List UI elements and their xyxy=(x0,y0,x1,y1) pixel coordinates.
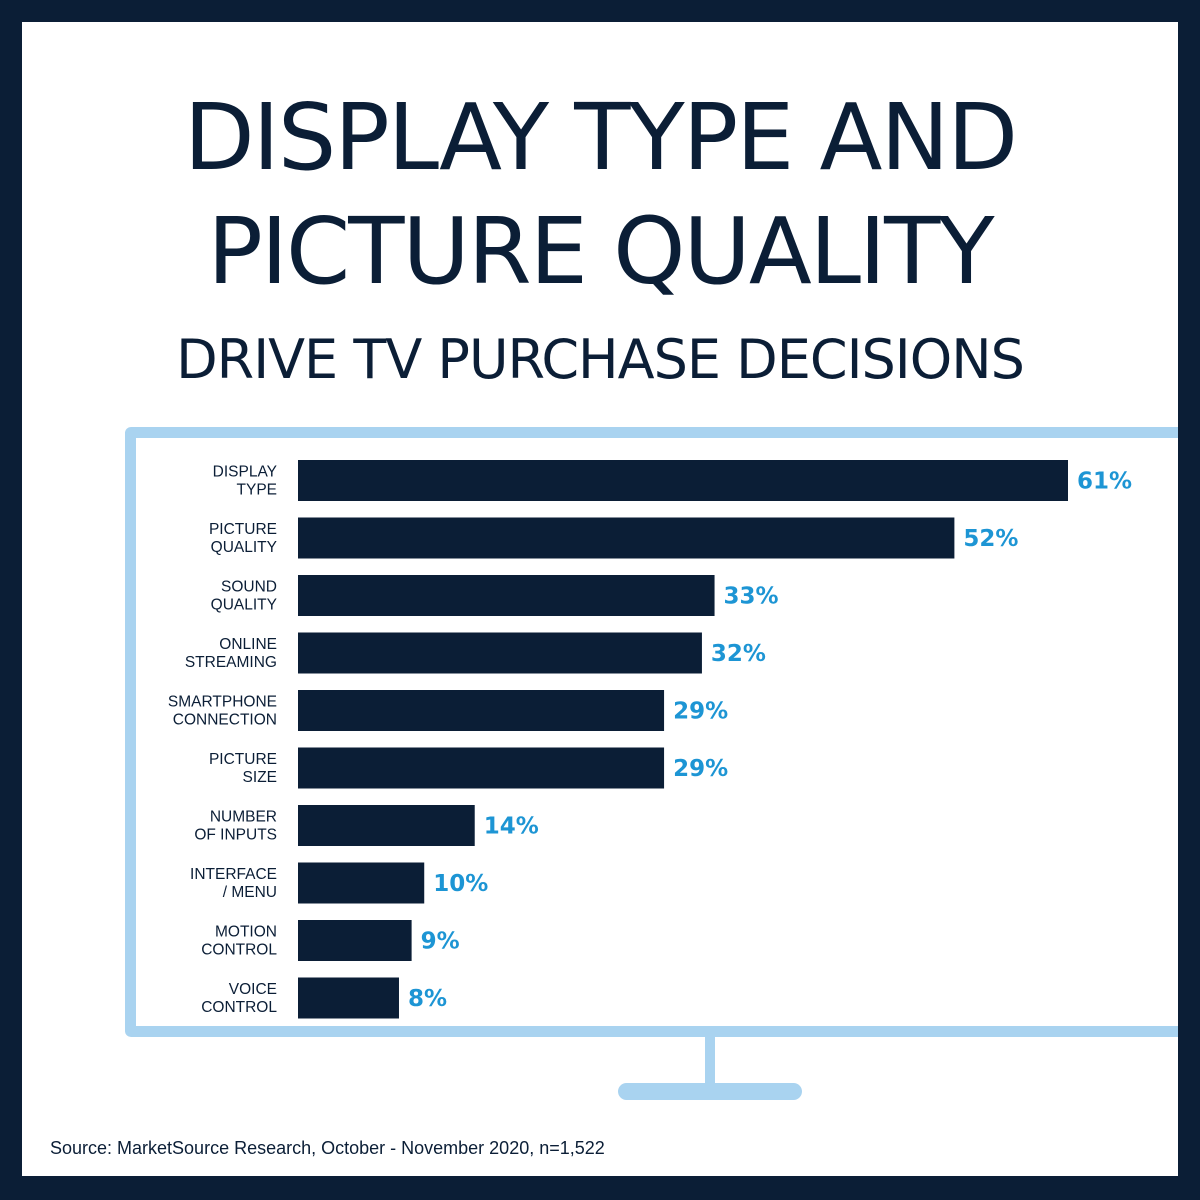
category-label: VOICE CONTROL xyxy=(201,981,277,1016)
category-label: SMARTPHONE CONNECTION xyxy=(168,694,277,729)
value-label: 8% xyxy=(408,986,447,1012)
bar xyxy=(298,977,399,1019)
title-line-1: DISPLAY TYPE AND xyxy=(183,84,1018,191)
bar xyxy=(298,805,475,846)
value-label: 9% xyxy=(421,929,460,955)
title-line-2: PICTURE QUALITY xyxy=(207,198,994,305)
subtitle: DRIVE TV PURCHASE DECISIONS xyxy=(176,328,1025,391)
value-label: 14% xyxy=(484,814,539,840)
source-note: Source: MarketSource Research, October -… xyxy=(50,1138,605,1158)
value-label: 52% xyxy=(963,526,1018,552)
category-label: ONLINE STREAMING xyxy=(185,636,277,671)
tv-stand-neck-icon xyxy=(705,1037,715,1091)
value-label: 29% xyxy=(673,699,728,725)
category-label: DISPLAY TYPE xyxy=(213,464,277,499)
bar xyxy=(298,517,955,559)
bar xyxy=(298,690,665,731)
value-label: 32% xyxy=(711,641,766,667)
infographic-panel: DISPLAY TYPE AND PICTURE QUALITY DRIVE T… xyxy=(22,22,1178,1176)
bar-chart: 61% DISPLAY TYPE 52% PICTURE QUALITY 33% SOUND Q… xyxy=(168,460,1132,1019)
bar xyxy=(298,862,425,904)
tv-stand-base-icon xyxy=(618,1083,802,1100)
bar xyxy=(298,920,412,961)
bar xyxy=(298,460,1068,501)
bar xyxy=(298,632,702,674)
category-label: INTERFACE / MENU xyxy=(190,866,277,901)
value-label: 10% xyxy=(433,871,488,897)
value-label: 29% xyxy=(673,756,728,782)
bar xyxy=(298,575,715,616)
value-label: 33% xyxy=(724,584,779,610)
value-label: 61% xyxy=(1077,469,1132,495)
category-label: NUMBER OF INPUTS xyxy=(194,809,277,844)
bar xyxy=(298,747,665,789)
category-label: SOUND QUALITY xyxy=(211,579,277,614)
category-label: PICTURE SIZE xyxy=(209,751,277,786)
category-label: MOTION CONTROL xyxy=(201,924,277,959)
category-label: PICTURE QUALITY xyxy=(209,521,277,556)
